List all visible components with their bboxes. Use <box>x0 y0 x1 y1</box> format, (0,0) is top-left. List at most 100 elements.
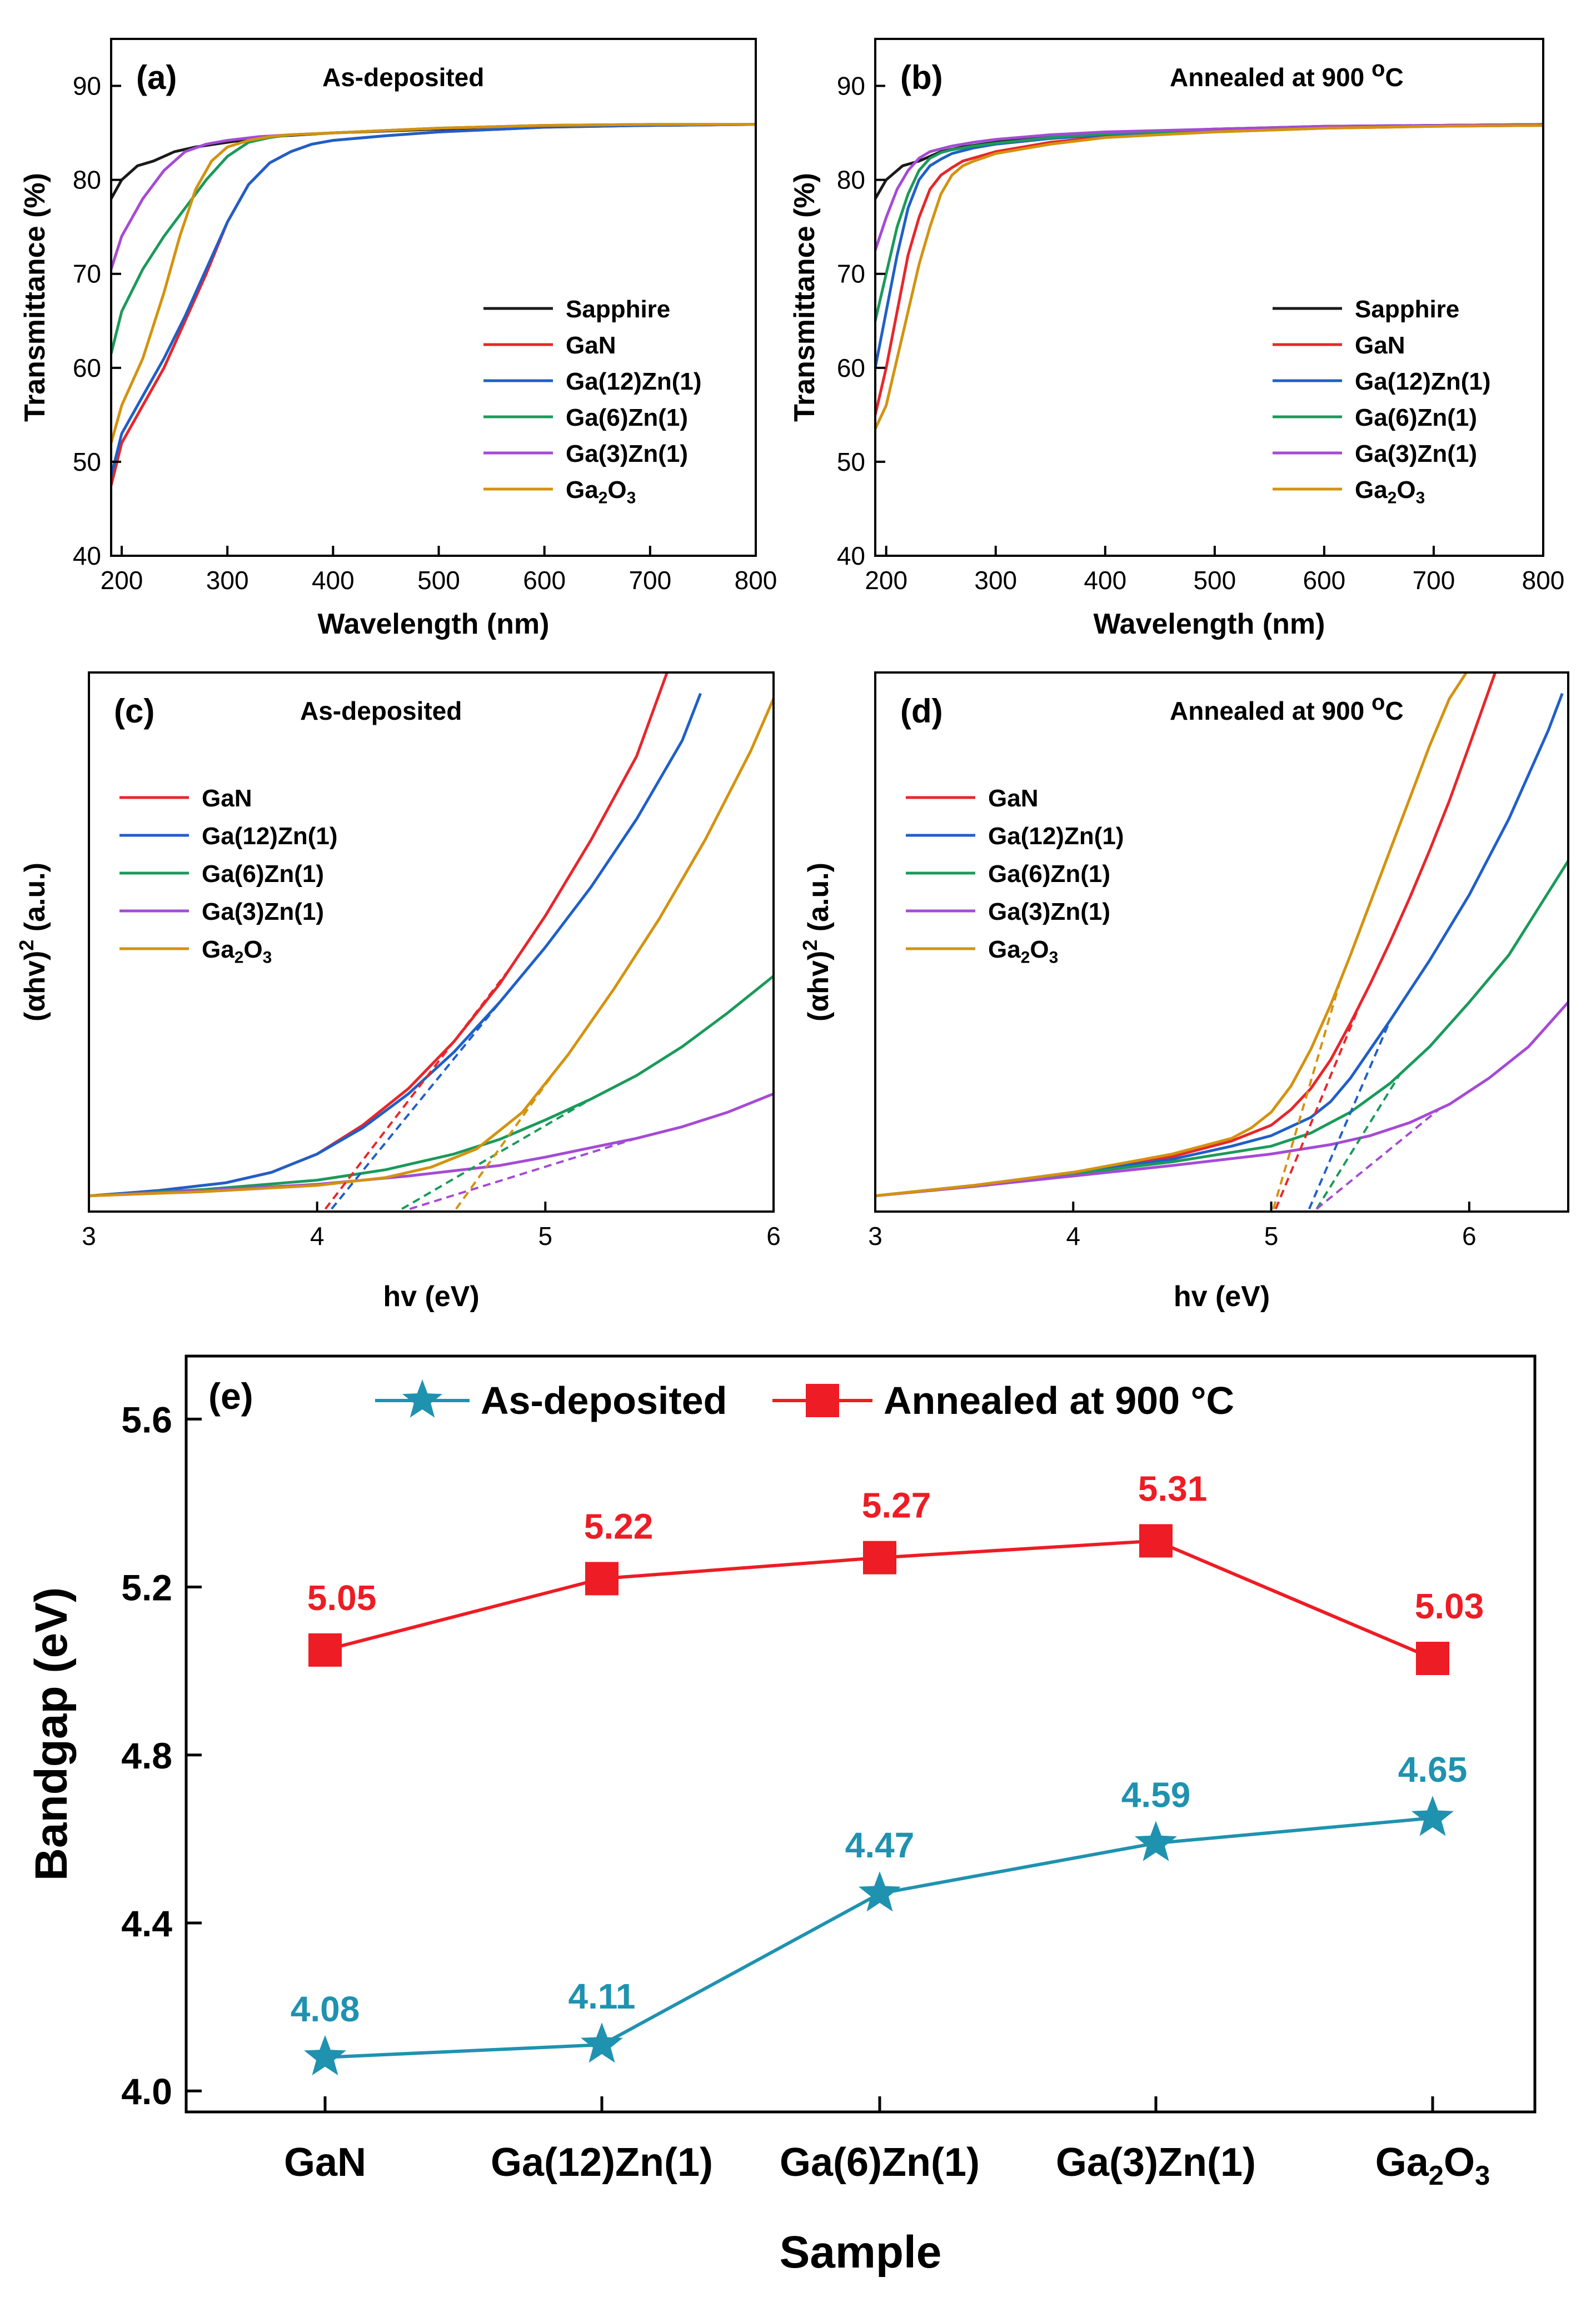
title-sup: o <box>1371 690 1385 715</box>
series-line-sapphire <box>111 123 756 200</box>
x-tick-label: 700 <box>1413 566 1455 595</box>
tangent-line-ga3zn1 <box>409 1137 637 1210</box>
y-tick-label: 90 <box>837 72 865 101</box>
y-tick-label: 5.2 <box>121 1567 172 1608</box>
x-tick-label: Ga2O3 <box>1375 2140 1490 2191</box>
data-point-annealed <box>1139 1524 1173 1558</box>
data-point-annealed <box>1416 1642 1449 1675</box>
tangent-line-ga12zn1 <box>1308 1020 1391 1210</box>
series-line-gan <box>875 672 1497 1198</box>
title-main: Annealed at 900 <box>1170 696 1371 725</box>
y-label-after: (a.u.) <box>802 863 835 940</box>
legend: GaN Ga(12)Zn(1) Ga(6)Zn(1) Ga(3)Zn(1) Ga2O3 <box>906 785 1124 967</box>
legend-label-ga6zn1: Ga(6)Zn(1) <box>1355 404 1477 431</box>
title-main: As-deposited <box>300 696 462 725</box>
y-label-main: Transmittance (%) <box>19 173 51 422</box>
legend-label-ga2o3: Ga2O3 <box>202 936 272 967</box>
y-label-main: (αhv) <box>19 951 51 1022</box>
title-after: C <box>1385 696 1403 725</box>
x-tick-label: Ga(3)Zn(1) <box>1056 2140 1256 2185</box>
series-line-ga12zn1 <box>875 692 1564 1198</box>
data-label-annealed: 5.22 <box>584 1506 654 1546</box>
panel-d: 3 4 5 6hv (eV)(αhv)2 (a.u.)(d) Annealed at 9… <box>799 671 1569 1313</box>
data-label-as_deposited: 4.59 <box>1121 1775 1191 1815</box>
panel-label: (d) <box>900 692 943 730</box>
y-tick-label: 60 <box>73 353 101 382</box>
y-tick-label: 50 <box>837 447 865 476</box>
x-axis-label: hv (eV) <box>383 1280 479 1313</box>
legend-label-ga12zn1: Ga(12)Zn(1) <box>566 368 701 395</box>
chem-part: O <box>1397 476 1415 504</box>
title-main: As-deposited <box>322 63 484 92</box>
tangent-line-ga3zn1 <box>1315 1108 1440 1210</box>
chem-part: 3 <box>627 489 636 507</box>
x-tick-label: 200 <box>865 566 907 595</box>
x-axis-label: hv (eV) <box>1174 1280 1270 1313</box>
x-tick-label: Ga(12)Zn(1) <box>491 2140 713 2185</box>
panel-c: 3 4 5 6hv (eV)(αhv)2 (a.u.)(c) As-depositedG… <box>15 671 781 1313</box>
x-tick-label: 300 <box>974 566 1017 595</box>
x-axis-label: Sample <box>780 2227 942 2278</box>
series-line-ga6zn1 <box>875 123 1543 321</box>
data-label-annealed: 5.31 <box>1138 1468 1208 1508</box>
data-point-annealed <box>585 1562 619 1596</box>
legend-label-ga12zn1: Ga(12)Zn(1) <box>988 823 1124 850</box>
legend-label-sapphire: Sapphire <box>1355 296 1459 323</box>
legend-swatch-marker-as_deposited <box>402 1379 443 1418</box>
x-tick-label: 3 <box>868 1222 882 1250</box>
panel-title: As-deposited <box>300 696 462 725</box>
x-tick-label: Ga(6)Zn(1) <box>780 2140 980 2185</box>
x-tick-label: 5 <box>1264 1222 1279 1250</box>
series-line-ga2o3 <box>89 695 774 1198</box>
tangent-line-ga2o3 <box>455 1068 558 1210</box>
x-tick-label: 4 <box>1066 1222 1080 1250</box>
y-tick-label: 40 <box>73 541 101 570</box>
chem-part: O <box>243 936 262 963</box>
chem-part: 3 <box>1475 2161 1490 2191</box>
axes-frame <box>874 38 1544 557</box>
x-tick-label: 800 <box>1522 566 1565 595</box>
series-line-ga6zn1 <box>875 860 1568 1198</box>
chem-part: Ga <box>566 476 598 504</box>
y-tick-label: 80 <box>837 166 865 195</box>
panel-b: 200 300 400 500 600 700 800 40 50 60 70 80 90 Wavelen… <box>789 38 1565 640</box>
legend-label-ga6zn1: Ga(6)Zn(1) <box>988 860 1110 888</box>
series-group <box>875 672 1568 1210</box>
data-point-as_deposited <box>581 2022 623 2063</box>
y-tick-label: 40 <box>837 541 865 570</box>
x-tick-label: 4 <box>310 1222 325 1250</box>
x-tick-label: 600 <box>523 566 566 595</box>
panel-e: 4.0 4.4 4.8 5.2 5.6 GaN Ga(12)Zn(1) Ga(6)Zn(1) G… <box>26 1354 1537 2278</box>
legend-label-ga3zn1: Ga(3)Zn(1) <box>988 898 1110 925</box>
x-axis-label: Wavelength (nm) <box>1094 608 1325 640</box>
panel-label: (e) <box>208 1376 253 1417</box>
panel-label: (a) <box>136 59 177 96</box>
x-tick-label: 3 <box>82 1222 96 1250</box>
chem-part: 2 <box>1388 489 1397 507</box>
data-label-annealed: 5.27 <box>862 1486 931 1526</box>
legend-label-ga2o3: Ga2O3 <box>1355 476 1425 507</box>
y-axis-label: (αhv)2 (a.u.) <box>15 863 51 1022</box>
legend-label-as_deposited: As-deposited <box>481 1379 727 1422</box>
x-tick-label: 5 <box>538 1222 553 1250</box>
data-label-as_deposited: 4.47 <box>845 1825 915 1865</box>
series-line-ga6zn1 <box>89 975 774 1198</box>
y-label-main: (αhv) <box>802 951 835 1022</box>
series-line-ga3zn1 <box>875 1001 1568 1198</box>
y-tick-label: 5.6 <box>121 1399 172 1440</box>
panel-title: Annealed at 900 oC <box>1170 57 1404 92</box>
tangent-line-ga2o3 <box>1272 979 1342 1209</box>
y-label-sup: 2 <box>15 940 38 951</box>
data-point-as_deposited <box>1412 1796 1454 1836</box>
data-point-as_deposited <box>859 1871 901 1912</box>
panel-title: As-deposited <box>322 63 484 92</box>
series-group <box>875 123 1543 430</box>
legend-label-annealed: Annealed at 900 °C <box>884 1379 1234 1422</box>
y-label-after: (a.u.) <box>19 863 51 940</box>
x-tick-label: 400 <box>1084 566 1126 595</box>
legend-swatch-marker-annealed <box>806 1384 839 1417</box>
legend: Sapphire GaN Ga(12)Zn(1) Ga(6)Zn(1) Ga(3)Zn(… <box>1273 296 1490 507</box>
chem-part: 2 <box>1021 949 1030 967</box>
series-line-ga2o3 <box>111 123 756 444</box>
